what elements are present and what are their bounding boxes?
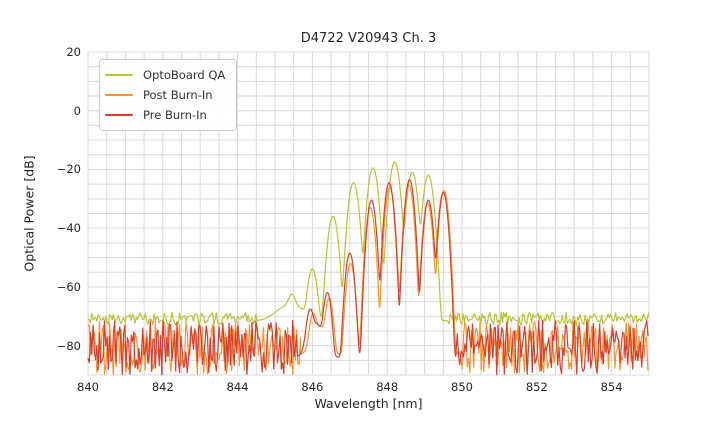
- chart-title: D4722 V20943 Ch. 3: [300, 31, 437, 46]
- legend: OptoBoard QA Post Burn-In Pre Burn-In: [99, 59, 238, 131]
- series-curves: [87, 161, 650, 376]
- legend-line-swatch: [105, 113, 133, 117]
- x-axis-label: Wavelength [nm]: [314, 396, 423, 411]
- legend-item-pre-burn-in: Pre Burn-In: [105, 108, 225, 122]
- legend-label: OptoBoard QA: [143, 68, 226, 82]
- y-tick-label--60: −60: [56, 279, 81, 294]
- y-tick-label--20: −20: [56, 162, 81, 177]
- x-tick-label-846: 846: [301, 380, 324, 394]
- x-tick-label-842: 842: [151, 380, 174, 394]
- series-optoboard-qa: [87, 161, 650, 327]
- x-tick-label-850: 850: [451, 380, 473, 394]
- legend-line-swatch: [105, 73, 133, 77]
- series-pre-burn-in: [87, 179, 649, 376]
- x-tick-label-854: 854: [600, 380, 623, 394]
- y-tick-label--80: −80: [56, 338, 81, 353]
- y-tick-label-20: 20: [66, 45, 81, 59]
- y-tick-label--40: −40: [56, 221, 81, 236]
- legend-label: Post Burn-In: [143, 88, 213, 102]
- x-tick-label-852: 852: [525, 380, 548, 394]
- x-tick-label-844: 844: [226, 380, 249, 394]
- legend-label: Pre Burn-In: [143, 108, 207, 122]
- legend-line-swatch: [105, 93, 133, 97]
- legend-item-optoboard-qa: OptoBoard QA: [105, 68, 225, 82]
- x-tick-label-840: 840: [77, 380, 99, 394]
- y-tick-label-0: 0: [73, 103, 81, 118]
- x-tick-label-848: 848: [376, 380, 399, 394]
- legend-item-post-burn-in: Post Burn-In: [105, 88, 225, 102]
